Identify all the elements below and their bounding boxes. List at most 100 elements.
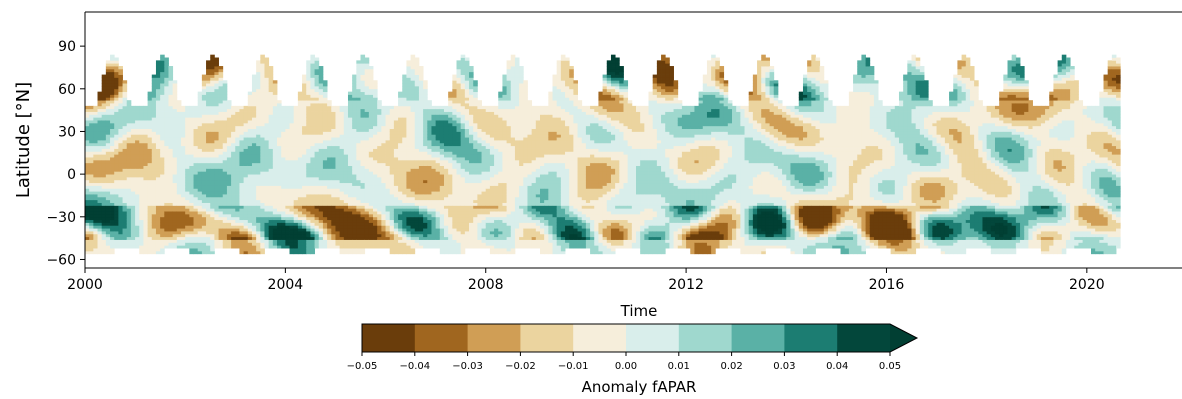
heatmap-cell bbox=[218, 103, 224, 107]
heatmap-cell bbox=[410, 122, 416, 127]
heatmap-cell bbox=[406, 111, 411, 115]
heatmap-cell bbox=[339, 208, 345, 212]
heatmap-cell bbox=[423, 103, 428, 107]
heatmap-cell bbox=[210, 236, 215, 240]
heatmap-cell bbox=[226, 236, 232, 240]
heatmap-cell bbox=[118, 228, 123, 232]
heatmap-cell bbox=[302, 182, 307, 186]
heatmap-cell bbox=[364, 233, 370, 238]
heatmap-cell bbox=[331, 142, 336, 147]
heatmap-cell bbox=[214, 63, 219, 67]
heatmap-cell bbox=[135, 157, 140, 161]
heatmap-cell bbox=[118, 137, 123, 141]
heatmap-cell bbox=[414, 66, 420, 70]
heatmap-cell bbox=[260, 142, 265, 147]
heatmap-cell bbox=[318, 162, 324, 166]
heatmap-cell bbox=[310, 88, 315, 93]
heatmap-cell bbox=[352, 159, 357, 164]
heatmap-cell bbox=[339, 131, 345, 135]
heatmap-cell bbox=[331, 202, 336, 206]
heatmap-cell bbox=[322, 233, 328, 238]
heatmap-cell bbox=[110, 125, 115, 130]
heatmap-cell bbox=[118, 74, 123, 78]
heatmap-cell bbox=[126, 233, 132, 238]
heatmap-cell bbox=[297, 103, 303, 107]
heatmap-cell bbox=[310, 196, 315, 201]
heatmap-cell bbox=[393, 185, 399, 189]
heatmap-cell bbox=[302, 165, 307, 169]
heatmap-cell bbox=[197, 176, 203, 181]
heatmap-cell bbox=[143, 128, 149, 132]
heatmap-cell bbox=[185, 171, 190, 175]
heatmap-cell bbox=[256, 131, 261, 135]
heatmap-cell bbox=[318, 222, 324, 226]
heatmap-cell bbox=[347, 111, 353, 115]
heatmap-cell bbox=[155, 231, 161, 235]
heatmap-cell bbox=[297, 159, 303, 164]
heatmap-cell bbox=[256, 182, 261, 186]
heatmap-cell bbox=[439, 216, 445, 221]
heatmap-cell bbox=[189, 131, 194, 135]
heatmap-cell bbox=[356, 100, 361, 104]
heatmap-cell bbox=[151, 228, 157, 232]
heatmap-cell bbox=[318, 213, 324, 218]
heatmap-cell bbox=[256, 242, 261, 246]
heatmap-cell bbox=[285, 242, 290, 246]
heatmap-cell bbox=[343, 194, 349, 198]
heatmap-cell bbox=[289, 196, 295, 201]
heatmap-cell bbox=[118, 142, 123, 147]
heatmap-cell bbox=[377, 128, 382, 132]
heatmap-cell bbox=[402, 128, 407, 132]
heatmap-cell bbox=[218, 148, 224, 152]
heatmap-cell bbox=[110, 157, 115, 161]
heatmap-cell bbox=[439, 211, 445, 215]
heatmap-cell bbox=[193, 239, 199, 243]
heatmap-cell bbox=[222, 185, 228, 189]
heatmap-cell bbox=[226, 185, 232, 189]
heatmap-cell bbox=[297, 114, 303, 118]
heatmap-cell bbox=[418, 228, 424, 232]
heatmap-cell bbox=[143, 236, 149, 240]
heatmap-cell bbox=[147, 194, 153, 198]
heatmap-cell bbox=[285, 128, 290, 132]
heatmap-cell bbox=[226, 174, 232, 178]
heatmap-cell bbox=[431, 131, 437, 135]
heatmap-cell bbox=[172, 137, 178, 141]
heatmap-cell bbox=[164, 111, 169, 115]
heatmap-cell bbox=[260, 140, 265, 144]
heatmap-cell bbox=[260, 202, 265, 206]
heatmap-cell bbox=[373, 211, 378, 215]
heatmap-cell bbox=[360, 194, 366, 198]
heatmap-cell bbox=[389, 228, 395, 232]
heatmap-cell bbox=[314, 154, 320, 158]
heatmap-cell bbox=[373, 239, 378, 243]
heatmap-cell bbox=[285, 105, 290, 110]
heatmap-cell bbox=[226, 242, 232, 246]
heatmap-cell bbox=[418, 179, 424, 184]
heatmap-cell bbox=[360, 250, 366, 255]
heatmap-cell bbox=[151, 168, 157, 172]
heatmap-cell bbox=[226, 103, 232, 107]
heatmap-cell bbox=[347, 100, 353, 104]
heatmap-cell bbox=[181, 182, 186, 186]
heatmap-cell bbox=[155, 211, 161, 215]
heatmap-cell bbox=[193, 128, 199, 132]
heatmap-cell bbox=[155, 233, 161, 238]
heatmap-cell bbox=[356, 219, 361, 223]
heatmap-cell bbox=[214, 219, 219, 223]
heatmap-cell bbox=[251, 208, 257, 212]
heatmap-cell bbox=[97, 128, 103, 132]
heatmap-cell bbox=[393, 242, 399, 246]
heatmap-cell bbox=[364, 111, 370, 115]
heatmap-cell bbox=[435, 228, 441, 232]
heatmap-cell bbox=[410, 194, 416, 198]
heatmap-cell bbox=[231, 128, 236, 132]
heatmap-cell bbox=[130, 151, 136, 155]
heatmap-cell bbox=[85, 171, 90, 175]
heatmap-cell bbox=[302, 248, 307, 252]
heatmap-cell bbox=[197, 103, 203, 107]
heatmap-cell bbox=[222, 162, 228, 166]
heatmap-cell bbox=[251, 83, 257, 87]
heatmap-cell bbox=[360, 140, 366, 144]
heatmap-cell bbox=[147, 199, 153, 203]
